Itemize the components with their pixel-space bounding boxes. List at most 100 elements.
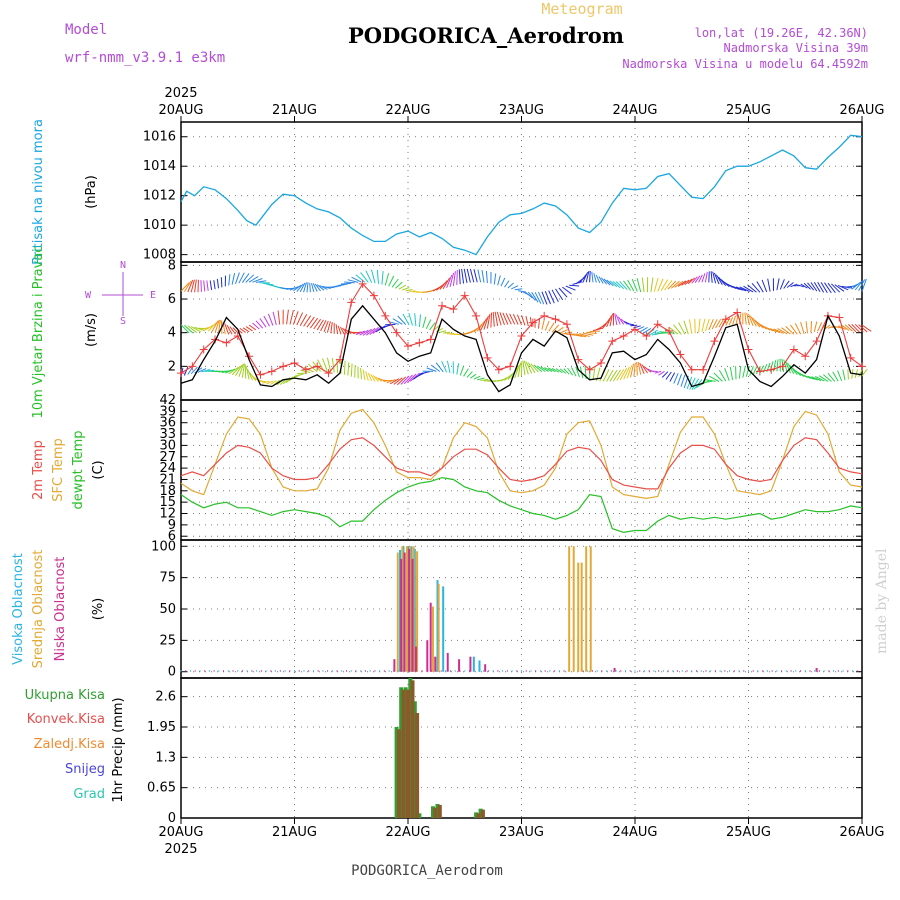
wind-arrow [201, 369, 211, 373]
x-tick-label-top: 25AUG [726, 103, 771, 118]
wind-arrow [623, 280, 631, 291]
wind-arrow [749, 315, 757, 327]
gust-marker [290, 358, 299, 367]
wind-arrow [651, 330, 662, 336]
y-tick-label: 0 [168, 811, 176, 826]
wind-arrow [609, 369, 618, 382]
wind-arrow [704, 318, 710, 332]
wind-arrow [813, 281, 821, 293]
wind-arrow [606, 315, 612, 328]
wind-arrow [360, 367, 362, 380]
wind-arrow [800, 283, 808, 289]
wind-arrow [350, 363, 353, 377]
temp-unit: (C) [91, 460, 106, 479]
gust-marker [517, 332, 526, 341]
temp-2m-line [180, 437, 863, 490]
wind-arrow [811, 376, 822, 382]
convective-precip-bar [410, 680, 415, 818]
wind-arrow [602, 317, 611, 329]
wind-arrow [743, 285, 754, 293]
wind-arrow [523, 360, 529, 375]
watermark: made by Angel [874, 548, 890, 654]
gust-marker [381, 311, 390, 320]
wind-arrow [691, 276, 698, 284]
wind-arrow [544, 320, 550, 331]
gust-marker [506, 362, 515, 371]
wind-arrow [827, 372, 836, 382]
wind-arrow [586, 331, 597, 334]
wind-arrow [824, 324, 831, 330]
wind-arrow [452, 271, 456, 286]
total-precip-bar [474, 812, 479, 818]
wind-arrow [347, 279, 359, 283]
wind-arrow [365, 371, 369, 381]
wind-arrow [204, 324, 215, 331]
wind-arrow [505, 313, 512, 325]
wind-arrow [713, 372, 723, 382]
wind-arrow [609, 313, 614, 327]
wind-arrow [422, 316, 427, 329]
wind-arrow [248, 275, 259, 283]
wind-arrow [708, 271, 710, 283]
x-tick-label-bottom: 23AUG [499, 825, 544, 840]
wind-arrow [814, 376, 825, 382]
wind-arrow [538, 291, 545, 305]
wind-arrow [639, 326, 648, 333]
wind-arrow [747, 284, 757, 293]
wind-arrow [347, 362, 350, 376]
x-axis-top: 20AUG 21AUG 22AUG 23AUG 24AUG 25AUG 26AUG [158, 103, 885, 122]
compass-south: S [120, 316, 126, 327]
wind-arrow [571, 367, 577, 377]
wind-arrow [606, 369, 614, 382]
wind-arrow [538, 319, 540, 329]
y-tick-label: 6 [168, 529, 176, 544]
wind-arrow [585, 270, 590, 283]
wind-arrow [858, 324, 868, 333]
wind-arrow [336, 358, 339, 374]
wind-arrow [579, 274, 587, 284]
gust-marker [733, 308, 742, 317]
x-tick-label-bottom: 22AUG [385, 825, 430, 840]
wind-arrow [691, 378, 700, 390]
wind-arrow [226, 324, 233, 335]
wind-arrow [214, 319, 220, 333]
wind-arrow [746, 312, 751, 326]
wind-arrow [194, 279, 197, 293]
wind-arrow [633, 325, 641, 329]
y-tick-label: 33 [159, 427, 176, 442]
wind-arrow [231, 365, 241, 376]
year-top: 2025 [164, 86, 197, 101]
wind-arrow [619, 281, 628, 290]
wind-arrow [569, 284, 580, 287]
y-tick-label: 9 [168, 518, 176, 533]
wind-arrow [476, 320, 486, 332]
wind-arrow [463, 368, 469, 377]
gust-marker [551, 315, 560, 324]
precip-legend: Ukupna Kisa Konvek.Kisa Zaledj.Kisa Snij… [25, 688, 126, 803]
gust-marker [483, 353, 492, 362]
wind-arrow [848, 283, 859, 289]
temp-sfc-label: SFC Temp [51, 438, 66, 502]
wind-arrow [805, 321, 808, 334]
wind-arrow [631, 278, 638, 292]
wind-arrow [441, 360, 448, 373]
wind-arrow [429, 322, 436, 331]
wind-arrow [598, 276, 604, 284]
wind-arrow [813, 321, 818, 333]
wind-arrow [745, 366, 750, 377]
wind-arrow [316, 284, 325, 291]
wind-arrow [352, 331, 362, 334]
precip-snow-label: Snijeg [65, 762, 105, 777]
convective-precip-bar [406, 689, 410, 818]
wind-arrow [525, 361, 533, 374]
wind-arrow [626, 365, 633, 379]
wind-arrow [354, 364, 356, 378]
wind-arrow [220, 277, 223, 288]
wind-arrow [842, 369, 846, 381]
wind-arrow [362, 369, 366, 381]
x-tick-label-bottom: 24AUG [612, 825, 657, 840]
wind-arrow [286, 309, 289, 325]
wind-arrow [408, 312, 413, 326]
wind-arrow [817, 322, 823, 332]
y-tick-label: 18 [159, 484, 176, 499]
